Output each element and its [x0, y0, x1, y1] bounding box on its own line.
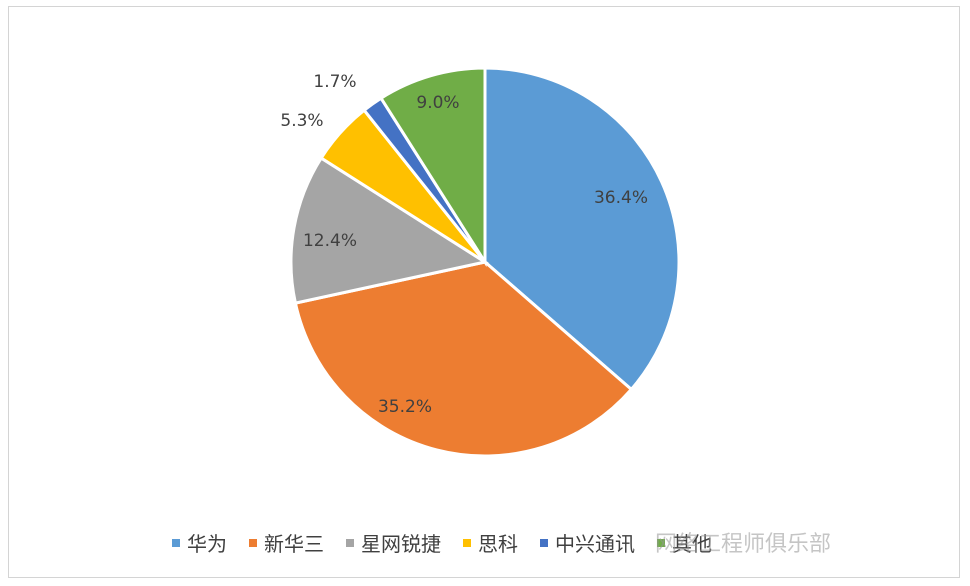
legend-item-6: 其他	[657, 528, 712, 557]
data-label-5: 1.7%	[313, 72, 356, 92]
watermark: 网络工程师俱乐部	[655, 532, 832, 557]
legend-swatch-2	[249, 538, 257, 547]
data-label-1: 36.4%	[594, 188, 648, 208]
data-label-6: 9.0%	[416, 93, 459, 113]
legend-label-5: 中兴通讯	[555, 532, 635, 556]
legend-label-6: 其他	[672, 532, 712, 556]
legend: 华为 新华三 星网锐捷 思科 中兴通讯 其他	[172, 528, 712, 557]
legend-swatch-5	[540, 538, 548, 547]
pie-slice-6	[378, 66, 487, 268]
legend-item-3: 星网锐捷	[346, 528, 441, 557]
data-label-3: 12.4%	[303, 231, 357, 251]
legend-swatch-3	[346, 538, 354, 547]
legend-label-3: 星网锐捷	[361, 532, 441, 556]
data-label-2: 35.2%	[378, 397, 432, 417]
legend-item-1: 华为	[172, 528, 227, 557]
legend-swatch-4	[463, 538, 471, 547]
legend-item-4: 思科	[463, 528, 518, 557]
legend-item-2: 新华三	[249, 528, 324, 557]
legend-swatch-1	[172, 538, 180, 547]
pie-slice-2	[293, 260, 634, 458]
pie-slice-3	[289, 155, 489, 305]
legend-label-1: 华为	[187, 532, 227, 556]
legend-swatch-6	[657, 538, 665, 547]
legend-label-2: 新华三	[264, 532, 324, 556]
data-label-4: 5.3%	[280, 111, 323, 131]
legend-label-4: 思科	[478, 532, 518, 556]
legend-item-5: 中兴通讯	[540, 528, 635, 557]
pie-slice-1	[483, 66, 681, 392]
